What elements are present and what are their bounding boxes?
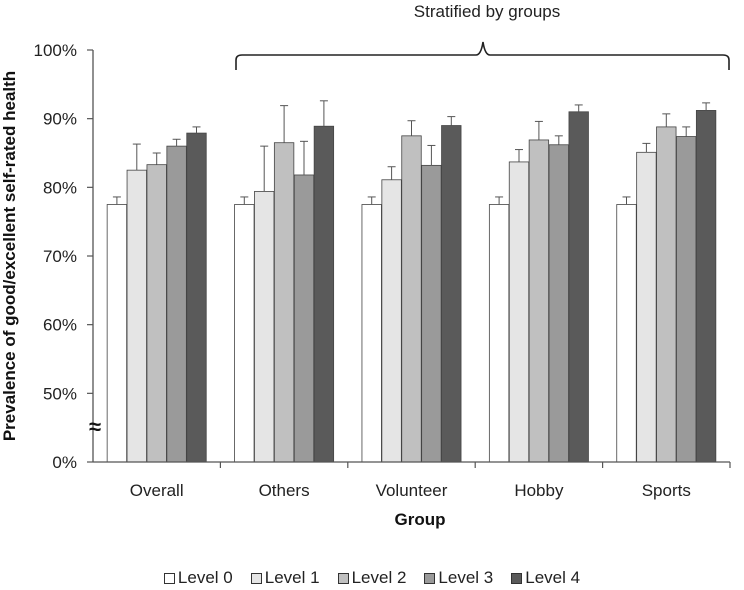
y-tick-label: 80% xyxy=(43,178,77,197)
y-tick-label: 0% xyxy=(52,453,77,472)
bar xyxy=(695,110,717,463)
bar xyxy=(636,151,657,463)
legend-label: Level 3 xyxy=(438,568,494,587)
bar xyxy=(293,174,315,463)
bar xyxy=(568,111,589,463)
bar xyxy=(488,204,510,463)
legend-item: Level 3 xyxy=(424,566,493,590)
legend-label: Level 0 xyxy=(177,568,233,587)
bar xyxy=(548,144,569,463)
chart: 0% 50% 60% 70% 80% 90% 100% ≈ Stratified by gr… xyxy=(0,2,731,529)
legend-label: Level 2 xyxy=(351,568,407,587)
bar xyxy=(234,204,255,463)
legend-label: Level 1 xyxy=(264,568,320,587)
bar xyxy=(254,191,275,463)
legend-swatch xyxy=(163,572,175,584)
legend-item: Level 4 xyxy=(511,566,580,590)
bar xyxy=(508,161,530,463)
bar xyxy=(313,125,335,463)
stratified-annotation: Stratified by groups xyxy=(414,2,560,21)
bar xyxy=(421,164,442,463)
legend-item: Level 1 xyxy=(250,566,320,590)
legend-item: Level 0 xyxy=(163,566,233,590)
bar xyxy=(146,164,167,463)
category-label: Hobby xyxy=(514,481,564,500)
bar xyxy=(186,132,207,463)
bar xyxy=(166,145,187,463)
bar xyxy=(126,169,147,463)
bar xyxy=(616,204,637,463)
y-tick-label: 60% xyxy=(43,316,77,335)
bar xyxy=(361,204,382,463)
y-tick-label: 90% xyxy=(43,110,77,129)
legend-swatch xyxy=(250,572,262,584)
y-tick-label: 70% xyxy=(43,247,77,266)
legend-swatch xyxy=(424,572,436,584)
bars xyxy=(106,100,717,463)
stratified-brace xyxy=(235,41,730,70)
category-label: Sports xyxy=(642,481,691,500)
bar xyxy=(381,179,402,463)
y-tick-label: 50% xyxy=(43,384,77,403)
bar xyxy=(441,125,462,463)
y-axis-title: Prevalence of good/excellent self-rated … xyxy=(0,71,19,441)
x-axis-title: Group xyxy=(395,510,446,529)
legend-swatch xyxy=(511,572,523,584)
legend-item: Level 2 xyxy=(337,566,407,590)
category-label: Others xyxy=(259,481,310,500)
y-tick-label: 100% xyxy=(34,41,77,60)
category-label: Overall xyxy=(130,481,184,500)
legend-swatch xyxy=(337,572,349,584)
axis-break-symbol: ≈ xyxy=(89,414,101,439)
bar xyxy=(528,139,550,463)
bar xyxy=(106,204,128,463)
bar xyxy=(656,126,677,463)
legend: Level 0 Level 1 Level 2 Level 3 Level 4 xyxy=(0,566,744,590)
legend-label: Level 4 xyxy=(525,568,581,587)
bar xyxy=(401,135,422,463)
bar xyxy=(676,136,697,463)
category-label: Volunteer xyxy=(376,481,448,500)
bar xyxy=(273,142,295,463)
y-axis-ticks: 0% 50% 60% 70% 80% 90% 100% xyxy=(34,41,93,472)
category-labels: Overall Others Volunteer Hobby Sports xyxy=(130,462,731,500)
